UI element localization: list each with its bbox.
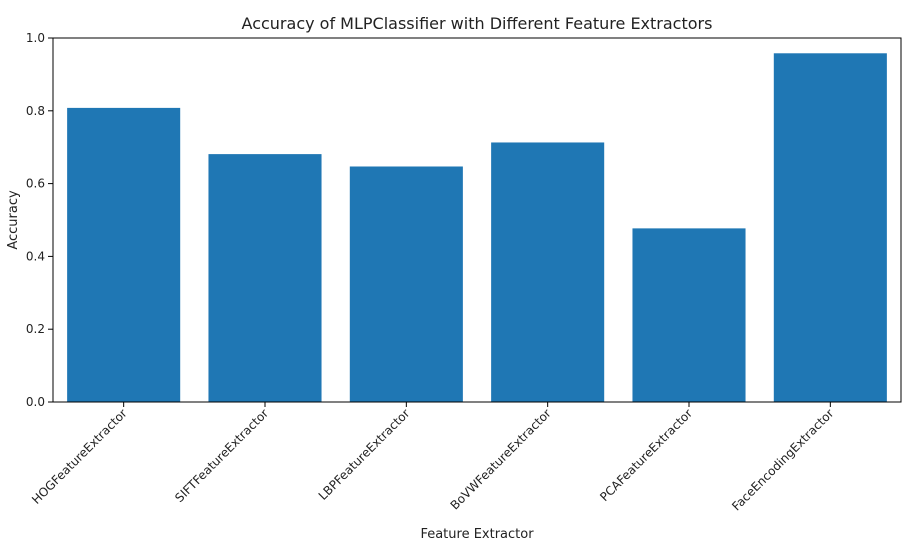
y-tick-label: 1.0: [26, 31, 45, 45]
bar-FaceEncodingExtractor: [773, 53, 887, 403]
plot-frame: [52, 37, 902, 403]
bars-group: [67, 53, 887, 403]
y-tick-label: 0.6: [26, 177, 45, 191]
y-axis-label: Accuracy: [6, 190, 21, 250]
x-tick-label: LBPFeatureExtractor: [316, 406, 413, 503]
x-tick-label: SIFTFeatureExtractor: [172, 406, 271, 505]
x-axis-label: Feature Extractor: [420, 527, 534, 542]
bar-HOGFeatureExtractor: [67, 107, 181, 402]
bar-BoVWFeatureExtractor: [491, 142, 605, 402]
y-tick-label: 0.4: [26, 249, 45, 263]
bar-LBPFeatureExtractor: [349, 166, 463, 402]
y-tick-label: 0.0: [26, 395, 45, 409]
chart-title: Accuracy of MLPClassifier with Different…: [242, 14, 713, 33]
y-tick-label: 0.2: [26, 322, 45, 336]
x-tick-label: HOGFeatureExtractor: [29, 406, 130, 507]
bar-SIFTFeatureExtractor: [208, 154, 322, 402]
bar-PCAFeatureExtractor: [632, 228, 746, 402]
y-axis: 0.0 0.2 0.4 0.6 0.8 1.0: [26, 31, 53, 409]
x-tick-label: FaceEncodingExtractor: [729, 406, 836, 513]
y-tick-label: 0.8: [26, 104, 45, 118]
x-tick-label: BoVWFeatureExtractor: [448, 406, 554, 512]
x-tick-label: PCAFeatureExtractor: [597, 406, 695, 504]
x-axis: HOGFeatureExtractor SIFTFeatureExtractor L…: [29, 402, 836, 513]
